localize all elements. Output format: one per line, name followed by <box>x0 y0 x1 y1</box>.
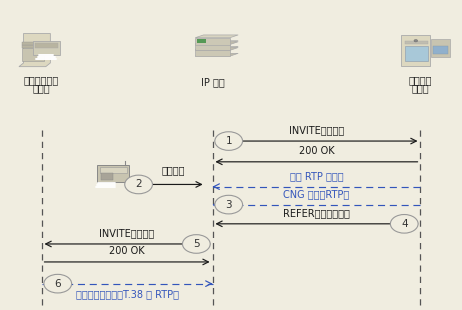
Text: 2: 2 <box>135 179 142 189</box>
Text: 雙向 RTP 資料流: 雙向 RTP 資料流 <box>290 171 343 181</box>
Text: 6: 6 <box>55 279 61 289</box>
FancyBboxPatch shape <box>22 48 44 61</box>
Polygon shape <box>195 38 230 45</box>
FancyBboxPatch shape <box>97 165 129 182</box>
FancyBboxPatch shape <box>22 42 44 45</box>
Polygon shape <box>195 47 238 50</box>
FancyBboxPatch shape <box>433 46 448 54</box>
Polygon shape <box>195 35 238 38</box>
Polygon shape <box>195 46 238 49</box>
Text: REFER（傳真端點）: REFER（傳真端點） <box>283 208 350 218</box>
Text: IP 閘道: IP 閘道 <box>201 77 225 87</box>
Text: INVITE（語音）: INVITE（語音） <box>289 126 344 135</box>
Polygon shape <box>195 41 238 43</box>
Polygon shape <box>195 43 230 50</box>
Circle shape <box>390 215 418 233</box>
FancyBboxPatch shape <box>431 39 450 57</box>
FancyBboxPatch shape <box>401 35 430 66</box>
Polygon shape <box>195 42 238 45</box>
Text: 200 OK: 200 OK <box>298 146 334 156</box>
Text: 200 OK: 200 OK <box>109 246 145 256</box>
Text: 1: 1 <box>225 136 232 146</box>
FancyBboxPatch shape <box>100 167 127 173</box>
Circle shape <box>215 132 243 150</box>
Circle shape <box>182 235 210 253</box>
Text: 3: 3 <box>225 200 232 210</box>
Polygon shape <box>195 49 230 56</box>
Circle shape <box>44 274 72 293</box>
FancyBboxPatch shape <box>405 41 428 44</box>
FancyBboxPatch shape <box>405 46 428 61</box>
Text: 傳入傳真: 傳入傳真 <box>162 165 185 175</box>
Text: INVITE（傳真）: INVITE（傳真） <box>99 228 155 238</box>
Text: 整合通訊: 整合通訊 <box>409 75 432 85</box>
FancyBboxPatch shape <box>22 45 44 48</box>
Text: 伺服器: 伺服器 <box>33 83 50 93</box>
Polygon shape <box>19 33 50 67</box>
Circle shape <box>125 175 152 194</box>
FancyBboxPatch shape <box>32 41 60 55</box>
Text: 雙向媒體資料流（T.38 或 RTP）: 雙向媒體資料流（T.38 或 RTP） <box>76 289 178 299</box>
Polygon shape <box>195 53 238 56</box>
Circle shape <box>215 195 243 214</box>
Text: 伺服器: 伺服器 <box>412 83 429 93</box>
FancyBboxPatch shape <box>35 43 57 48</box>
FancyBboxPatch shape <box>101 173 113 180</box>
Text: CNG 通知（RTP）: CNG 通知（RTP） <box>283 189 350 199</box>
Circle shape <box>414 39 418 42</box>
Text: 5: 5 <box>193 239 200 249</box>
Text: 4: 4 <box>401 219 407 229</box>
Text: 傳真協力程式: 傳真協力程式 <box>24 75 59 85</box>
FancyBboxPatch shape <box>197 39 206 43</box>
